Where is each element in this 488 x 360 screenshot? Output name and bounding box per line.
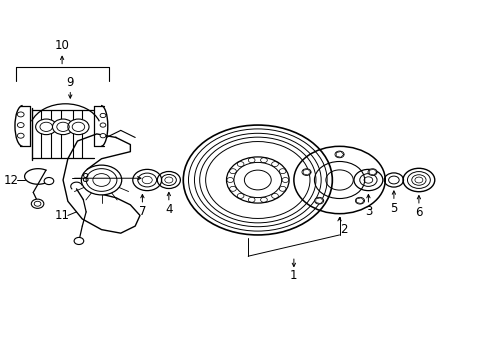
Text: 1: 1 xyxy=(289,269,297,282)
Text: 7: 7 xyxy=(139,206,146,219)
Text: 10: 10 xyxy=(55,39,69,52)
Circle shape xyxy=(355,197,364,204)
Circle shape xyxy=(31,199,44,208)
Circle shape xyxy=(334,151,344,158)
Circle shape xyxy=(302,169,310,175)
Text: 6: 6 xyxy=(414,207,422,220)
Text: 3: 3 xyxy=(364,206,371,219)
Circle shape xyxy=(367,169,376,175)
Circle shape xyxy=(52,119,74,135)
Circle shape xyxy=(100,134,105,138)
Text: 11: 11 xyxy=(55,209,69,222)
Text: 8: 8 xyxy=(81,172,88,185)
Circle shape xyxy=(18,112,24,117)
Text: 12: 12 xyxy=(4,174,19,186)
Circle shape xyxy=(18,123,24,127)
Text: 2: 2 xyxy=(340,223,347,236)
Circle shape xyxy=(74,238,83,244)
Circle shape xyxy=(100,113,105,118)
Circle shape xyxy=(81,165,122,195)
Text: 5: 5 xyxy=(389,202,397,215)
Text: 4: 4 xyxy=(165,203,172,216)
Circle shape xyxy=(44,177,54,185)
Circle shape xyxy=(100,123,105,127)
Text: 9: 9 xyxy=(66,76,74,89)
Circle shape xyxy=(36,119,57,135)
Circle shape xyxy=(68,119,89,135)
Circle shape xyxy=(314,197,323,204)
Circle shape xyxy=(18,133,24,138)
